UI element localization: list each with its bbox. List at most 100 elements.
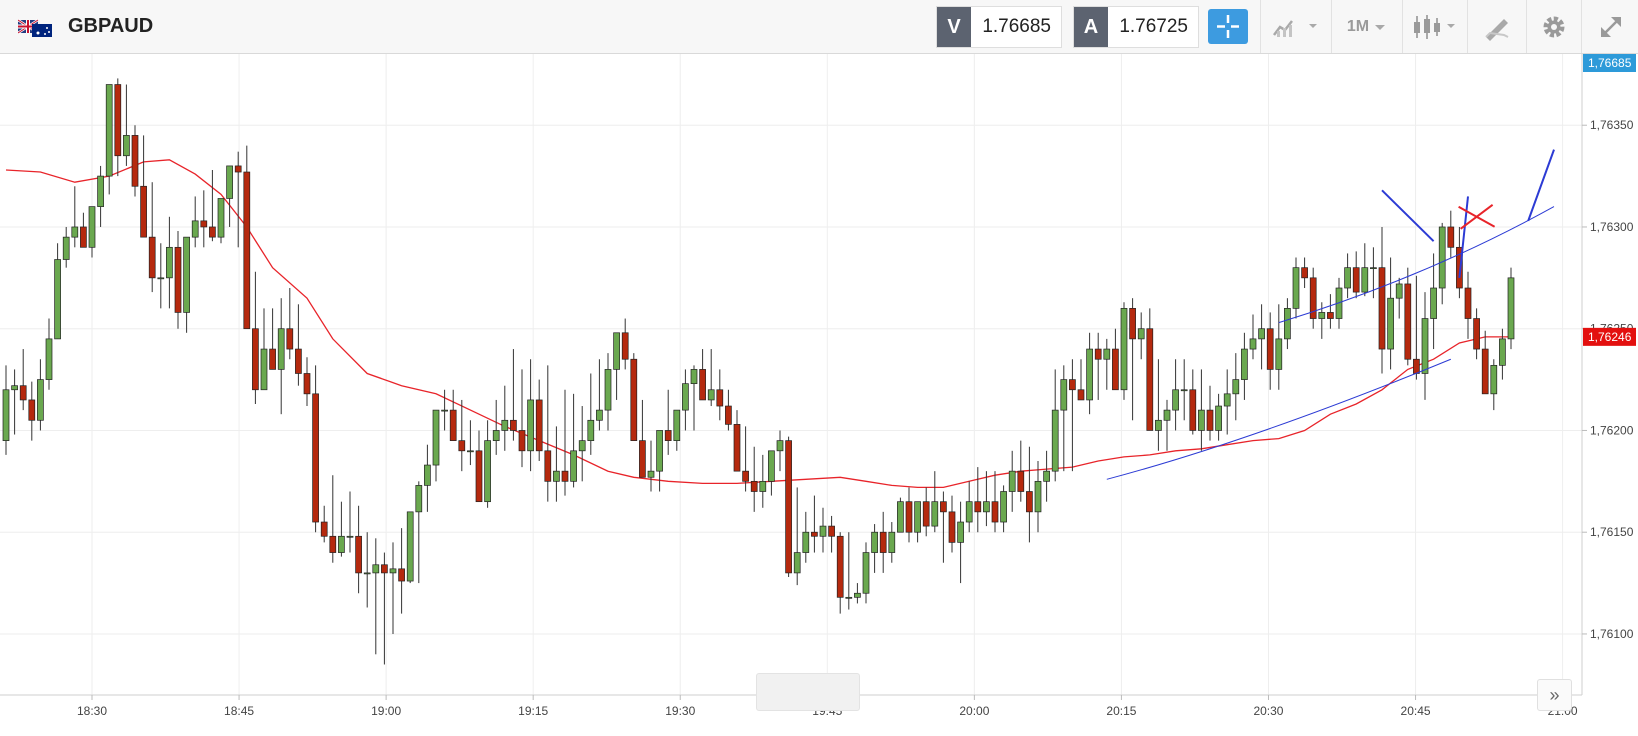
candle-body [1008,470,1016,492]
candle [656,430,663,492]
candle-body [518,430,526,452]
moving-average-layer [5,159,1511,489]
chart-type-dropdown[interactable] [1402,0,1467,53]
touch-marker-line [1458,196,1469,278]
scroll-forward-button[interactable]: » [1537,679,1572,711]
candle [587,373,595,455]
buy-quote[interactable]: A 1.76725 [1073,6,1199,48]
candle [363,532,371,608]
price-chart[interactable]: 1,763501,763001,762501,762001,761501,761… [0,54,1638,731]
candle [733,410,741,472]
candle-body [630,358,638,441]
candle [1146,308,1154,431]
candle-body [1352,267,1360,293]
chart-grid [0,54,1582,695]
candle-body [553,470,560,482]
candle-body [37,379,44,421]
candle [441,389,448,431]
candle [1507,267,1515,350]
candle [535,379,543,461]
drawing-tools-button[interactable] [1467,0,1526,53]
chart-canvas[interactable]: 1,763501,763001,762501,762001,761501,761… [0,54,1638,731]
candle-body [1275,338,1283,370]
toolbar: GBPAUD V 1.76685 A 1.76725 1M [0,0,1638,54]
moving-average-line [5,159,1511,489]
candle [578,406,586,482]
fullscreen-button[interactable] [1581,0,1638,53]
candle-body [535,399,543,452]
x-tick-label: 19:30 [665,704,695,718]
candle [518,369,526,468]
candle-body [759,480,767,492]
candle-body [1258,328,1265,340]
candle [854,583,861,604]
candle [88,206,96,258]
candle [879,511,887,573]
candle [1137,312,1145,360]
candle-body [80,226,87,248]
candle [320,505,328,543]
candle-body [1447,226,1455,248]
candle-body [862,552,870,594]
candle [424,444,431,512]
candle [1447,210,1455,258]
x-tick-label: 18:45 [224,704,254,718]
candle [776,430,784,472]
candle [1163,399,1171,451]
candle [974,467,982,533]
candle [1120,302,1128,400]
candle [1344,253,1351,299]
candle-body [501,419,509,431]
candle [355,505,362,594]
candle [131,125,139,197]
candle [312,365,319,533]
candle [639,399,646,478]
candle [1481,330,1489,395]
candle [295,304,302,386]
candle [1395,277,1403,319]
candle-body [346,535,354,538]
candle [1387,257,1394,370]
candle [570,393,577,488]
candle-body [845,596,853,599]
candle-body [604,369,612,411]
candle [303,357,311,407]
candle [1112,328,1119,391]
candle-body [682,383,689,411]
candle [1077,359,1085,401]
candle-body [1163,409,1171,421]
candle [381,552,388,665]
candle [673,409,681,451]
candle [1051,369,1059,482]
candle-body [742,470,749,482]
candle-body [1456,246,1463,289]
candle-body [983,501,990,513]
candle [1086,332,1093,415]
candles-layer [2,78,1515,665]
candle-body [914,501,921,533]
candle [1499,328,1506,380]
candle-body [965,501,973,523]
crosshair-icon [1217,15,1239,38]
candle [346,491,354,553]
candle [1430,253,1437,350]
candle [458,399,466,472]
candle-body [725,405,732,425]
candle [1232,353,1240,421]
last-price-box [1583,54,1636,72]
candle-body [690,369,698,385]
indicators-button[interactable] [1260,0,1331,53]
candle [647,440,655,492]
gb-au-flag-icon [18,18,52,37]
candle-body [905,501,913,533]
scroll-handle[interactable] [756,673,860,711]
candle [389,542,397,634]
candle [965,481,973,533]
candle-body [699,369,706,401]
candle-body [897,501,904,533]
sell-quote[interactable]: V 1.76685 [936,6,1062,48]
settings-button[interactable] [1526,0,1581,53]
candle [1464,271,1472,339]
timeframe-dropdown[interactable]: 1M [1331,0,1402,53]
crosshair-button[interactable] [1208,9,1248,44]
